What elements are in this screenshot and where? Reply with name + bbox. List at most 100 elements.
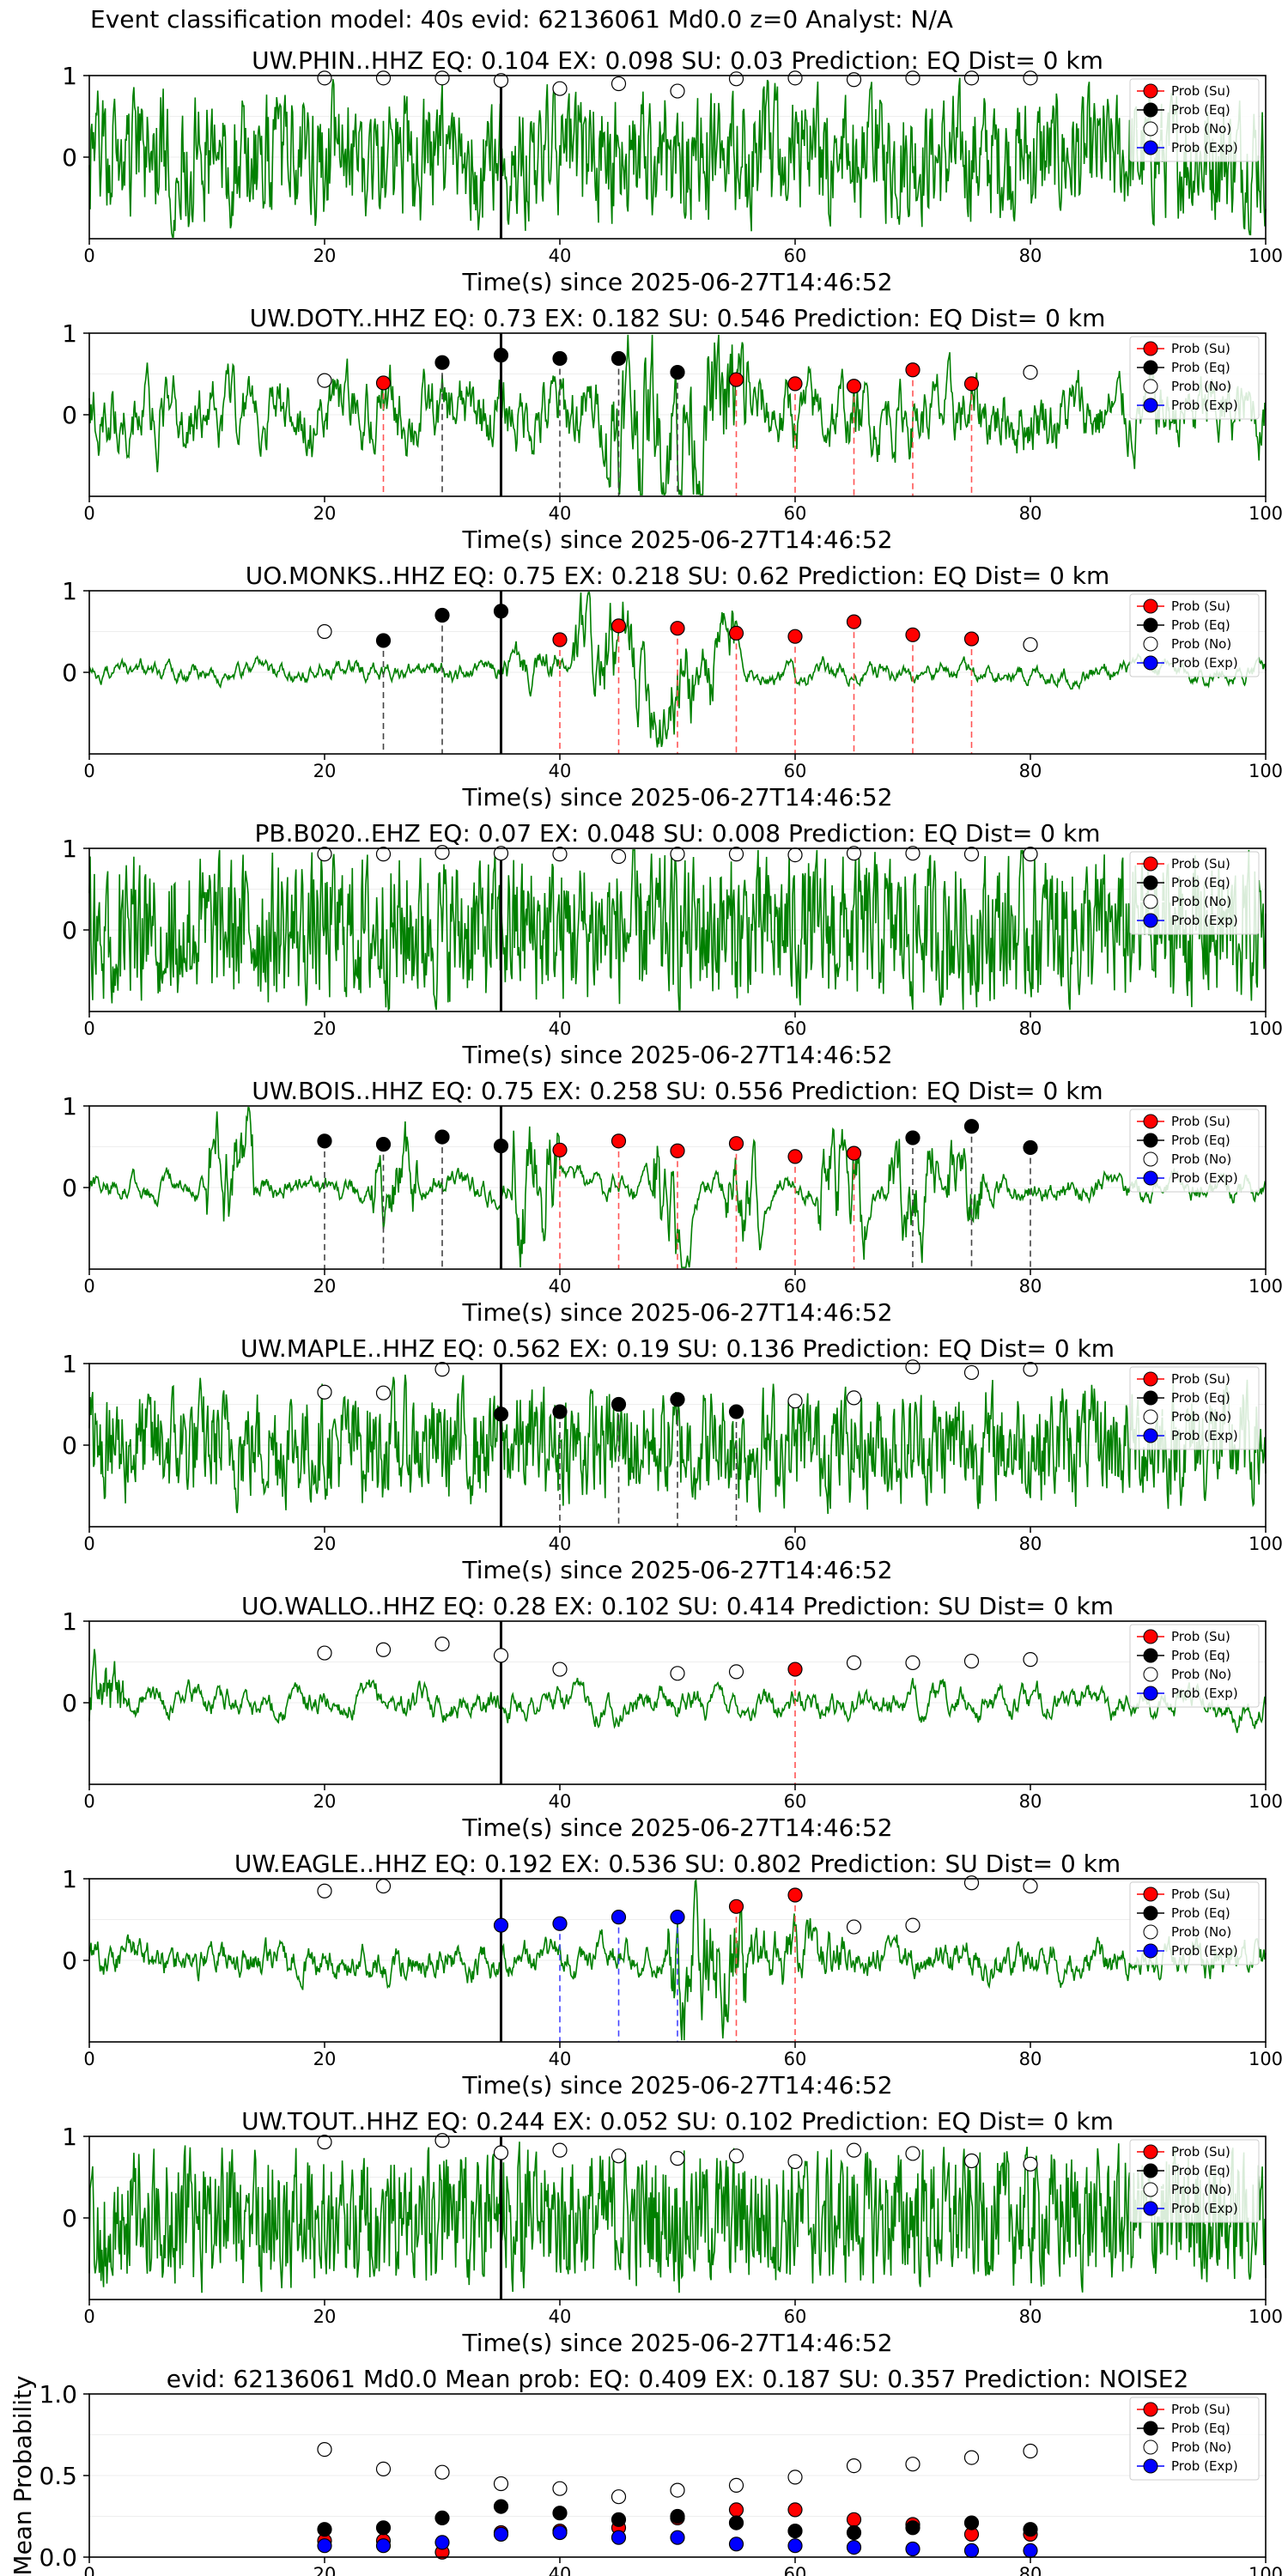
- x-tick-label: 100: [1249, 2306, 1283, 2327]
- prob-marker-no: [552, 1662, 568, 1677]
- prob-marker-no: [611, 848, 627, 865]
- waveform-panel: UW.MAPLE..HHZ EQ: 0.562 EX: 0.19 SU: 0.1…: [62, 1334, 1283, 1584]
- mean-prob-point-exp: [317, 2538, 332, 2554]
- x-tick-label: 40: [549, 761, 572, 781]
- prob-marker-eq: [552, 1404, 568, 1419]
- prob-marker-no: [963, 847, 980, 862]
- mean-prob-point-eq: [317, 2522, 332, 2537]
- x-tick-label: 80: [1019, 1018, 1042, 1039]
- prob-marker-eq: [375, 1137, 392, 1152]
- legend-marker-exp: [1143, 398, 1158, 413]
- legend-label: Prob (Exp): [1171, 2201, 1238, 2216]
- x-tick-label: 80: [1019, 761, 1042, 781]
- x-tick-label: 40: [549, 1018, 572, 1039]
- x-tick-label: 0: [83, 2049, 94, 2069]
- legend-label: Prob (Exp): [1171, 398, 1238, 413]
- panel-title: UW.TOUT..HHZ EQ: 0.244 EX: 0.052 SU: 0.1…: [241, 2107, 1114, 2136]
- x-tick-label: 60: [784, 503, 807, 524]
- x-axis-label: Time(s) since 2025-06-27T14:46:52: [461, 268, 892, 296]
- legend-label: Prob (Su): [1171, 83, 1230, 99]
- legend: Prob (Su) Prob (Eq) Prob (No) Prob (Exp): [1129, 2397, 1260, 2481]
- panel-title: UW.BOIS..HHZ EQ: 0.75 EX: 0.258 SU: 0.55…: [252, 1077, 1103, 1105]
- legend-marker-su: [1143, 1886, 1158, 1902]
- panel-title: PB.B020..EHZ EQ: 0.07 EX: 0.048 SU: 0.00…: [254, 819, 1100, 848]
- prob-marker-no: [375, 1878, 392, 1894]
- prob-marker-su: [670, 621, 685, 636]
- waveform-panel: UO.MONKS..HHZ EQ: 0.75 EX: 0.218 SU: 0.6…: [62, 562, 1283, 811]
- legend-marker-eq: [1143, 875, 1158, 890]
- x-axis-label: Time(s) since 2025-06-27T14:46:52: [461, 1556, 892, 1584]
- prob-marker-no: [905, 1359, 920, 1375]
- legend-marker-no: [1143, 636, 1158, 652]
- y-tick-label: 1.0: [39, 2380, 77, 2409]
- legend-label: Prob (Eq): [1171, 1905, 1230, 1921]
- prob-marker-su: [670, 1143, 685, 1158]
- legend: Prob (Su) Prob (Eq) Prob (No) Prob (Exp): [1129, 1624, 1260, 1708]
- legend: Prob (Su) Prob (Eq) Prob (No) Prob (Exp): [1129, 336, 1260, 420]
- legend-label: Prob (Su): [1171, 341, 1230, 356]
- x-tick-label: 40: [549, 1534, 572, 1554]
- x-tick-label: 20: [313, 2049, 337, 2069]
- legend-marker-no: [1143, 121, 1158, 137]
- prob-marker-no: [375, 1385, 392, 1400]
- x-tick-label: 20: [313, 1534, 337, 1554]
- y-tick-label: 0: [62, 659, 77, 687]
- x-tick-label: 100: [1249, 503, 1283, 524]
- prob-marker-eq: [493, 1138, 509, 1154]
- x-tick-label: 20: [313, 246, 337, 266]
- legend-box: [1129, 1109, 1260, 1193]
- waveform-trace: [88, 1374, 1267, 1515]
- x-tick-label: 20: [313, 1791, 337, 1812]
- mean-prob-point-su: [787, 2502, 803, 2518]
- legend-label: Prob (Exp): [1171, 913, 1238, 928]
- y-tick-label: 1: [62, 835, 77, 863]
- prob-marker-eq: [728, 1404, 744, 1419]
- legend-box: [1129, 851, 1260, 935]
- mean-prob-point-no: [728, 2477, 744, 2493]
- legend-marker-su: [1143, 856, 1158, 872]
- prob-marker-eq: [434, 355, 450, 370]
- prob-marker-no: [670, 847, 685, 862]
- x-tick-label: 0: [83, 2306, 94, 2327]
- prob-marker-su: [728, 372, 744, 387]
- mean-prob-point-no: [434, 2464, 450, 2480]
- legend: Prob (Su) Prob (Eq) Prob (No) Prob (Exp): [1129, 1366, 1260, 1450]
- prob-marker-no: [317, 1883, 332, 1899]
- x-axis-label: Time(s) since 2025-06-27T14:46:52: [461, 1814, 892, 1842]
- legend-marker-exp: [1143, 655, 1158, 671]
- legend-box: [1129, 78, 1260, 162]
- legend: Prob (Su) Prob (Eq) Prob (No) Prob (Exp): [1129, 1881, 1260, 1965]
- prob-marker-su: [787, 629, 803, 644]
- prob-marker-no: [1023, 637, 1038, 653]
- y-tick-label: 0: [62, 1174, 77, 1202]
- prob-marker-eq: [670, 365, 685, 380]
- prob-marker-su: [611, 618, 627, 634]
- legend-label: Prob (No): [1171, 1151, 1231, 1167]
- x-tick-label: 60: [784, 2306, 807, 2327]
- prob-marker-su: [963, 631, 980, 647]
- prob-marker-no: [434, 1636, 450, 1652]
- prob-marker-no: [846, 1390, 862, 1406]
- x-tick-label: 20: [313, 503, 337, 524]
- prob-marker-exp: [611, 1910, 627, 1925]
- legend-marker-eq: [1143, 360, 1158, 375]
- legend: Prob (Su) Prob (Eq) Prob (No) Prob (Exp): [1129, 851, 1260, 935]
- prob-marker-no: [317, 373, 332, 388]
- prob-marker-no: [787, 1394, 803, 1409]
- x-tick-label: 20: [313, 1018, 337, 1039]
- prob-marker-eq: [1023, 1139, 1038, 1156]
- x-tick-label: 80: [1019, 1276, 1042, 1297]
- prob-marker-su: [787, 376, 803, 392]
- mean-prob-point-exp: [611, 2530, 627, 2545]
- legend-marker-exp: [1143, 913, 1158, 928]
- prob-marker-su: [905, 362, 920, 378]
- prob-marker-no: [317, 847, 332, 862]
- prob-marker-no: [493, 2145, 509, 2160]
- x-tick-label: 60: [784, 246, 807, 266]
- y-tick-label: 0: [62, 1689, 77, 1717]
- legend-marker-su: [1143, 1371, 1158, 1387]
- prob-marker-su: [552, 632, 568, 647]
- mean-prob-point-exp: [375, 2538, 392, 2554]
- prob-marker-no: [1023, 1362, 1038, 1377]
- prob-marker-no: [552, 2142, 568, 2158]
